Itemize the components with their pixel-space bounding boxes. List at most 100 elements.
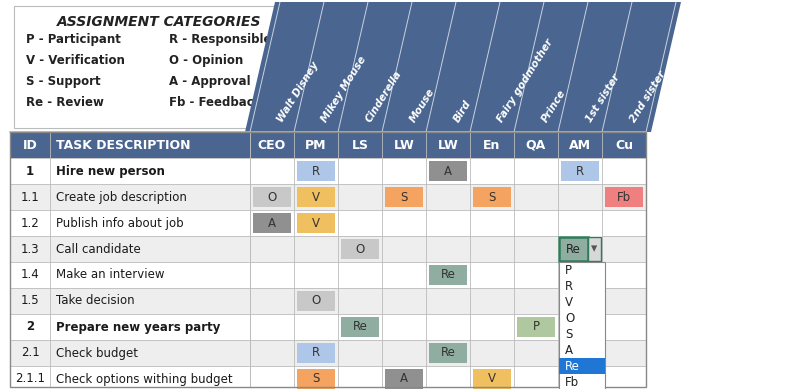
Text: Mouse: Mouse (408, 86, 436, 124)
Text: Re: Re (573, 242, 587, 256)
Text: O - Opinion: O - Opinion (169, 54, 243, 67)
Text: LW: LW (438, 138, 459, 151)
Text: R: R (312, 165, 320, 177)
Text: ID: ID (22, 138, 38, 151)
Text: R: R (565, 280, 573, 293)
Text: S - Support: S - Support (26, 75, 100, 88)
Text: QA: QA (526, 138, 546, 151)
Text: Prince: Prince (540, 88, 568, 124)
Text: 1st sister: 1st sister (584, 72, 622, 124)
Text: Take decision: Take decision (56, 294, 135, 307)
Bar (10, 366, 646, 389)
Text: 1.2: 1.2 (21, 217, 39, 230)
Bar (297, 161, 335, 181)
Bar (559, 358, 605, 374)
Text: ▾: ▾ (591, 242, 597, 256)
Bar (429, 265, 467, 285)
Bar (10, 262, 646, 288)
Text: A: A (444, 165, 452, 177)
Text: O: O (311, 294, 321, 307)
Text: R: R (312, 347, 320, 359)
Text: S: S (565, 328, 573, 340)
Text: V: V (488, 373, 496, 385)
Text: R - Responsible: R - Responsible (169, 33, 272, 46)
Text: Fb: Fb (565, 375, 579, 389)
Text: Re: Re (353, 321, 367, 333)
Text: P - Participant: P - Participant (26, 33, 121, 46)
Text: S: S (488, 191, 496, 203)
Text: Prepare new years party: Prepare new years party (56, 321, 221, 333)
Text: En: En (484, 138, 500, 151)
Text: O: O (565, 312, 574, 324)
Text: Publish info about job: Publish info about job (56, 217, 184, 230)
Text: Check budget: Check budget (56, 347, 138, 359)
Text: R: R (576, 165, 584, 177)
Bar (588, 237, 601, 261)
Bar (10, 132, 646, 158)
Text: A: A (268, 217, 276, 230)
Text: O: O (355, 242, 365, 256)
Polygon shape (245, 2, 681, 132)
Text: Re - Review: Re - Review (26, 96, 104, 109)
Text: 1.5: 1.5 (21, 294, 39, 307)
Bar (559, 237, 588, 261)
Text: AM: AM (569, 138, 591, 151)
Bar (385, 369, 423, 389)
Text: 2: 2 (26, 321, 34, 333)
Text: 1.4: 1.4 (21, 268, 39, 282)
Text: Fb - Feedback: Fb - Feedback (169, 96, 261, 109)
Text: S: S (312, 373, 320, 385)
Text: Bird: Bird (452, 98, 473, 124)
Text: V - Verification: V - Verification (26, 54, 125, 67)
Bar (385, 187, 423, 207)
Text: 1.3: 1.3 (21, 242, 39, 256)
Text: P: P (533, 321, 540, 333)
Bar (473, 187, 511, 207)
Bar (10, 236, 646, 262)
Bar (10, 184, 646, 210)
Bar (10, 288, 646, 314)
Text: V: V (565, 296, 573, 308)
Bar (10, 158, 646, 184)
Bar (558, 236, 602, 262)
Text: V: V (312, 217, 320, 230)
Text: A: A (565, 343, 573, 356)
Text: LW: LW (394, 138, 415, 151)
Text: P: P (565, 263, 572, 277)
Bar (561, 239, 599, 259)
Text: Call candidate: Call candidate (56, 242, 140, 256)
Text: 1.1: 1.1 (21, 191, 39, 203)
Bar (10, 210, 646, 236)
Text: 2nd sister: 2nd sister (628, 69, 667, 124)
Bar (429, 161, 467, 181)
Text: Re: Re (565, 359, 580, 373)
Text: Fb: Fb (617, 191, 631, 203)
Text: V: V (312, 191, 320, 203)
Text: Re: Re (440, 268, 456, 282)
Bar (253, 213, 291, 233)
Text: O: O (267, 191, 277, 203)
Bar (341, 239, 379, 259)
Text: 2.1: 2.1 (21, 347, 39, 359)
Text: Re: Re (565, 242, 581, 256)
Bar (14, 6, 304, 128)
Bar (341, 317, 379, 337)
Text: 1: 1 (26, 165, 34, 177)
Text: TASK DESCRIPTION: TASK DESCRIPTION (56, 138, 191, 151)
Text: A: A (400, 373, 408, 385)
Bar (10, 340, 646, 366)
Bar (473, 369, 511, 389)
Bar (605, 187, 643, 207)
Text: Cu: Cu (615, 138, 633, 151)
Text: Re: Re (440, 347, 456, 359)
Text: Create job description: Create job description (56, 191, 187, 203)
Bar (561, 161, 599, 181)
Text: Hire new person: Hire new person (56, 165, 165, 177)
Bar (559, 262, 605, 389)
Text: LS: LS (351, 138, 368, 151)
Text: S: S (400, 191, 407, 203)
Text: CEO: CEO (258, 138, 286, 151)
Text: Walt Disney: Walt Disney (276, 60, 321, 124)
Text: A - Approval: A - Approval (169, 75, 250, 88)
Bar (297, 187, 335, 207)
